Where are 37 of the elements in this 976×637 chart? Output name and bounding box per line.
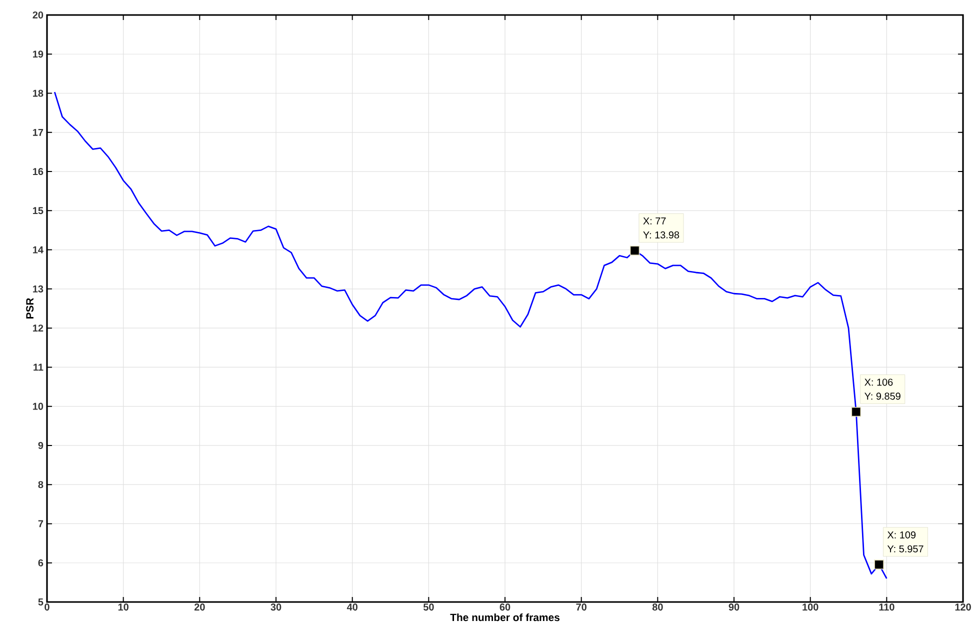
x-tick-label: 0: [44, 604, 50, 611]
x-tick-label: 120: [955, 604, 971, 611]
y-axis-title: PSR: [26, 298, 34, 319]
x-tick-label: 30: [270, 604, 282, 611]
annotation: Y: 13.98: [643, 231, 680, 238]
x-tick-label: 20: [194, 604, 205, 611]
y-tick-label: 7: [38, 520, 44, 528]
y-tick-label: 14: [33, 246, 44, 254]
x-tick-label: 80: [652, 604, 663, 611]
y-tick-label: 10: [33, 402, 44, 410]
y-tick-label: 11: [34, 364, 44, 371]
x-axis-title: The number of frames: [450, 613, 560, 622]
y-tick-label: 20: [32, 11, 44, 19]
annotation: X: 109: [887, 531, 916, 538]
annotation: Y: 5.957: [887, 545, 924, 552]
y-tick-label: 6: [38, 559, 44, 566]
x-tick-label: 40: [346, 604, 358, 611]
x-tick-label: 100: [802, 604, 818, 611]
x-tick-label: 70: [576, 604, 586, 611]
annotation: Y: 9.859: [864, 392, 900, 400]
x-tick-label: 90: [728, 604, 740, 611]
y-tick-label: 15: [33, 207, 44, 214]
x-tick-label: 110: [879, 604, 894, 611]
y-tick-label: 8: [38, 481, 44, 488]
y-tick-label: 18: [33, 90, 44, 97]
x-tick-label: 10: [118, 604, 128, 611]
y-tick-label: 5: [38, 598, 44, 606]
annotation: X: 106: [864, 378, 893, 386]
y-tick-label: 17: [33, 128, 44, 136]
y-tick-label: 19: [33, 50, 44, 58]
y-tick-label: 12: [33, 324, 44, 332]
y-tick-label: 16: [33, 168, 44, 176]
y-tick-label: 9: [38, 442, 44, 449]
y-tick-label: 13: [33, 285, 44, 292]
x-tick-label: 60: [500, 604, 510, 611]
x-tick-label: 50: [423, 604, 434, 611]
annotation: X: 77: [643, 218, 666, 224]
